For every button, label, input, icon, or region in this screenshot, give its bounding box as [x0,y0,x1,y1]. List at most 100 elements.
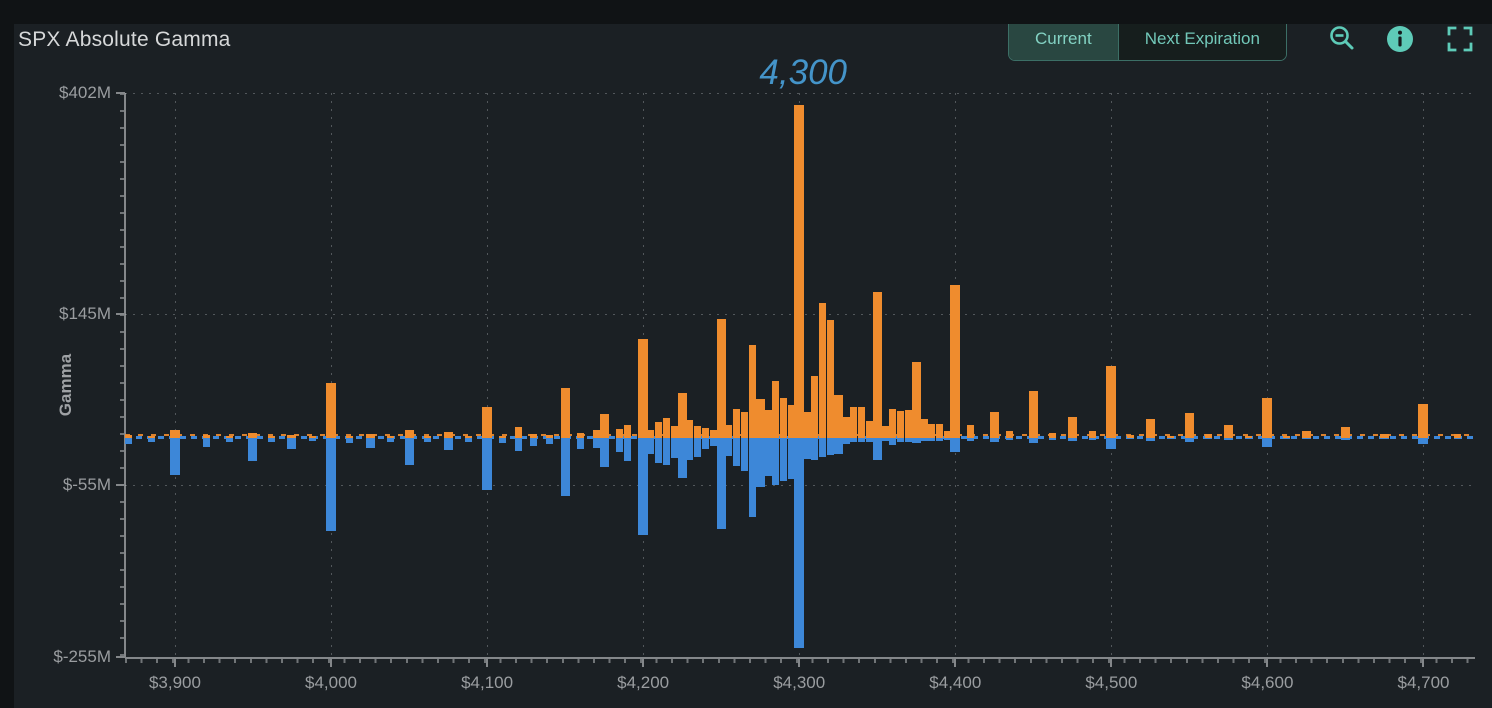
put-bar [865,438,873,442]
put-bar [287,438,297,450]
call-bar [482,407,493,439]
put-bar [616,438,624,452]
call-bar [943,431,951,439]
call-bar [308,436,316,439]
put-bar [833,438,843,455]
x-axis-tick [1110,658,1113,667]
put-bar [1184,438,1194,443]
fullscreen-icon[interactable] [1443,24,1477,56]
put-bar [365,438,375,448]
put-bar [202,438,210,447]
call-bar [386,436,394,439]
put-bar [911,438,921,444]
gamma-chart: Gamma Strike $3,900$4,000$4,100$4,200$4,… [53,53,1475,692]
put-bar [592,438,600,448]
vertical-gridline [1267,93,1269,657]
put-bar [1048,438,1056,440]
call-bar [1028,390,1038,439]
call-bar [202,434,210,439]
x-tick-label: $4,500 [1085,673,1138,692]
next-expiration-button[interactable]: Next Expiration [1117,24,1286,60]
put-bar [850,438,858,443]
y-axis-tick [116,656,125,658]
expiration-toggle-group: Current Next Expiration [1008,24,1287,61]
call-bar [663,418,671,439]
vertical-gridline [331,93,332,657]
put-bar [686,438,694,461]
call-bar [811,376,819,439]
info-icon[interactable] [1383,24,1417,56]
put-bar [1282,438,1290,440]
put-bar [404,438,414,465]
x-tick-label: $4,300 [773,673,826,692]
y-axis-minor-ticks [120,93,125,657]
put-bar [920,438,928,441]
call-bar [599,414,609,439]
put-bar [1454,438,1462,440]
put-bar [889,438,897,445]
call-bar [842,416,850,439]
call-bar [677,392,687,439]
y-tick-label: $145M [59,303,111,323]
page-title: SPX Absolute Gamma [18,28,231,51]
call-bar [850,407,858,439]
call-bar [326,383,336,439]
put-bar [1126,438,1134,440]
call-bar [733,408,741,439]
y-tick-label: $402M [59,83,111,102]
put-bar [1418,438,1429,445]
put-bar [1006,438,1014,440]
put-bar [897,438,905,442]
put-bar [1245,438,1253,440]
x-tick-label: $4,600 [1241,673,1294,692]
call-bar [858,407,866,439]
call-bar [716,318,726,439]
call-bar [124,434,132,439]
put-bar [1204,438,1212,440]
x-tick-label: $4,400 [929,673,982,692]
call-bar [1106,365,1117,439]
put-bar [950,438,961,452]
x-axis-tick [1266,658,1269,667]
call-bar [694,426,702,439]
y-tick-label: $-255M [53,647,111,666]
put-bar [1089,438,1097,440]
call-bar [803,412,811,439]
x-axis-tick [1422,658,1425,667]
current-button[interactable]: Current [1009,24,1118,60]
put-bar [577,438,585,450]
call-bar [1454,433,1462,439]
call-bar [655,421,663,439]
call-bar [904,409,912,439]
call-bar [1418,403,1429,439]
call-bar [967,425,975,439]
y-axis-tick [116,312,125,315]
call-bar [936,423,944,439]
put-bar [346,438,354,444]
call-bar [950,285,961,439]
zoom-out-icon[interactable] [1325,24,1359,56]
call-bar [560,388,570,439]
put-bar [842,438,850,445]
x-tick-label: $3,900 [148,673,201,692]
call-bar [881,426,889,439]
x-axis-tick [173,658,176,667]
call-bar [833,395,843,439]
put-bar [803,438,811,459]
put-bar [748,438,756,518]
put-bar [881,438,889,441]
x-axis-tick [954,658,957,667]
put-bar [1223,438,1233,440]
put-bar [764,438,772,476]
call-bar [268,436,276,439]
call-bar [169,430,180,439]
call-bar [686,420,694,439]
put-bar [677,438,687,479]
put-bar [124,438,132,445]
vertical-gridline [1423,93,1425,657]
put-bar [928,438,936,441]
put-bar [546,438,553,445]
call-bar [889,408,897,439]
call-bar [546,434,553,439]
put-bar [787,438,795,480]
